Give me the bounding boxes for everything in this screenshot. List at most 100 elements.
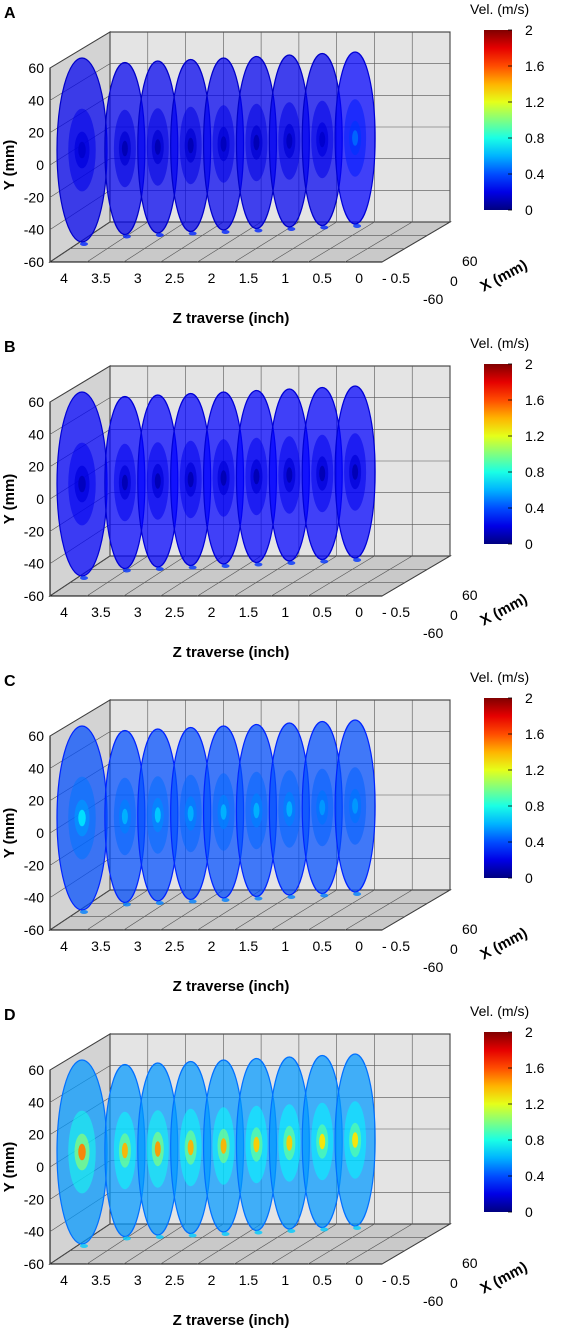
z-tick-label: 2.5 — [165, 938, 185, 954]
slice-floor-mark — [155, 901, 164, 905]
slice-floor-mark — [122, 1236, 131, 1241]
y-tick-label: -60 — [24, 588, 44, 604]
panel-label: D — [4, 1007, 16, 1024]
y-tick-label: 60 — [28, 728, 44, 744]
z-tick-label: 3.5 — [91, 604, 111, 620]
slice-3 — [137, 728, 179, 905]
x-tick-label: -60 — [423, 291, 443, 307]
z-tick-label: - 0.5 — [382, 270, 410, 286]
y-tick-label: 0 — [36, 825, 44, 841]
z-tick-label: 0.5 — [312, 270, 332, 286]
y-tick-label: -40 — [24, 890, 44, 906]
x-axis-title: X (mm) — [477, 257, 530, 296]
y-tick-label: -20 — [24, 1191, 44, 1207]
slice-floor-mark — [320, 559, 329, 564]
colorbar — [484, 1032, 512, 1212]
z-tick-label: 0 — [355, 938, 363, 954]
z-tick-label: 2.5 — [165, 1272, 185, 1288]
slice-core — [352, 130, 359, 146]
colorbar-tick-label: 0.8 — [525, 464, 545, 480]
slice-7 — [268, 388, 310, 565]
floor — [48, 221, 452, 263]
grid-line — [197, 889, 262, 931]
grid-line — [49, 31, 111, 69]
z-tick-label: 3 — [134, 1272, 142, 1288]
z-tick-label: 0.5 — [312, 1272, 332, 1288]
slice-9 — [334, 1053, 376, 1230]
slice-6 — [235, 389, 278, 567]
slice-core — [286, 801, 293, 817]
slice-floor-mark — [287, 561, 296, 565]
colorbar-tick-label: 2 — [525, 356, 533, 372]
z-tick-label: 2 — [208, 604, 216, 620]
z-axis-title: Z traverse (inch) — [173, 310, 290, 327]
slice-floor-mark — [320, 225, 329, 230]
slice-4 — [170, 1060, 212, 1238]
slice-core — [187, 805, 194, 822]
y-tick-label: -60 — [24, 1256, 44, 1272]
y-tick-label: 60 — [28, 394, 44, 410]
slice-core — [319, 799, 326, 816]
grid-line — [344, 555, 413, 597]
z-tick-label: 3 — [134, 938, 142, 954]
slice-2 — [104, 729, 146, 907]
y-tick-label: -40 — [24, 222, 44, 238]
slice-8 — [301, 1054, 343, 1232]
z-tick-label: 1 — [281, 938, 289, 954]
slice-floor-mark — [188, 1233, 197, 1238]
slice-6 — [235, 1057, 278, 1235]
slice-floor-mark — [287, 1229, 296, 1233]
y-tick-label: -60 — [24, 254, 44, 270]
slice-core — [187, 471, 194, 488]
y-tick-label: -20 — [24, 189, 44, 205]
slice-core — [121, 1142, 128, 1159]
x-tick-label: 60 — [462, 1255, 478, 1271]
grid-line — [344, 889, 413, 931]
slice-floor-mark — [80, 576, 88, 580]
colorbar-tick-label: 0.8 — [525, 1132, 545, 1148]
colorbar-tick-label: 0 — [525, 202, 533, 218]
y-tick-label: 40 — [28, 1094, 44, 1110]
grid-line — [123, 221, 186, 263]
slice-floor-mark — [287, 227, 296, 231]
slice-floor-mark — [221, 230, 230, 234]
panel-label: B — [4, 339, 16, 356]
colorbar-tick-label: 0.4 — [525, 500, 545, 516]
colorbar-tick-label: 0.4 — [525, 166, 545, 182]
chart-panel-c: C 60 40 20 0 -20 -40 -60 Y (mm) 4 3.5 3 2.5 2 1.5 1 0.5 0… — [0, 668, 561, 1002]
slice-floor-mark — [254, 562, 263, 567]
slice-core — [286, 1135, 293, 1151]
panel-label: C — [4, 673, 16, 690]
grid-line — [86, 1223, 148, 1265]
slice-3 — [137, 1062, 179, 1239]
z-tick-label: 2 — [208, 270, 216, 286]
colorbar-tick-label: 1.2 — [525, 762, 545, 778]
colorbar-title: Vel. (m/s) — [470, 669, 529, 685]
slice-core — [220, 136, 227, 152]
z-tick-label: 0 — [355, 1272, 363, 1288]
colorbar-tick-label: 0 — [525, 1204, 533, 1220]
slice-floor-mark — [287, 895, 296, 899]
slice-5 — [202, 725, 245, 902]
slice-floor-mark — [80, 242, 88, 246]
slice-5 — [202, 391, 245, 568]
z-tick-label: 2 — [208, 1272, 216, 1288]
y-axis-title: Y (mm) — [1, 474, 18, 525]
colorbar-tick-label: 2 — [525, 22, 533, 38]
colorbar — [484, 30, 512, 210]
slice-core — [220, 1138, 227, 1154]
grid-line — [308, 1223, 375, 1265]
y-axis-title: Y (mm) — [1, 1142, 18, 1193]
grid-line — [308, 889, 375, 931]
slice-1 — [56, 725, 108, 914]
slice-1 — [56, 391, 108, 580]
slice-floor-mark — [254, 228, 263, 233]
colorbar-title: Vel. (m/s) — [470, 335, 529, 351]
x-tick-label: 0 — [450, 607, 458, 623]
slice-core — [187, 1139, 194, 1156]
slice-9 — [334, 51, 376, 228]
slice-core — [121, 474, 128, 491]
x-tick-label: -60 — [423, 1293, 443, 1309]
